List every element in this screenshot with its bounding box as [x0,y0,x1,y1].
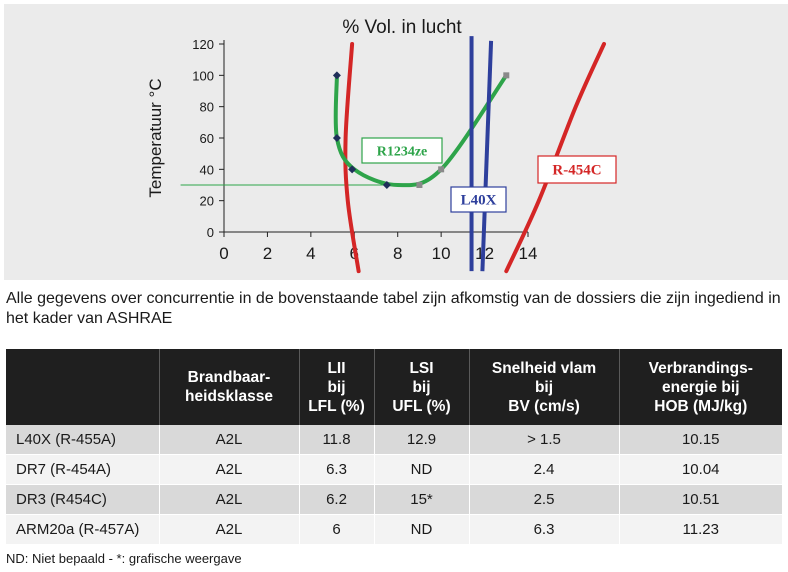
table-row: DR3 (R454C) A2L 6.2 15* 2.5 10.51 [6,484,782,515]
l40x-right-line [480,40,494,272]
table-cell: DR3 (R454C) [6,484,160,515]
y-axis-label: Temperatuur °C [146,78,165,197]
data-marker-square [503,72,510,79]
table-cell: > 1.5 [469,425,620,455]
x-tick-label: 8 [393,244,402,263]
table-cell: 6 [299,514,375,545]
table-cell: 11.8 [299,425,375,455]
table-cell: 6.3 [299,454,375,485]
r1234ze-curve [333,73,509,188]
x-tick-label: 14 [519,244,538,263]
table-cell: ARM20a (R-457A) [6,514,160,545]
table-cell: 2.4 [469,454,620,485]
header-lfl: LII bij LFL (%) [299,349,375,425]
table-cell: A2L [159,514,300,545]
r1234ze-label: R1234ze [377,145,428,160]
y-tick-label: 0 [207,225,214,240]
y-tick-label: 40 [200,162,214,177]
table-row: L40X (R-455A) A2L 11.8 12.9 > 1.5 10.15 [6,425,782,455]
chart-title: % Vol. in lucht [342,17,462,38]
header-refrigerant [6,349,160,425]
table-cell: A2L [159,484,300,515]
r454c-label-box [537,155,617,184]
x-tick-label: 10 [432,244,451,263]
table-cell: 10.04 [619,454,782,485]
data-marker-diamond [332,71,341,80]
table-cell: 15* [374,484,470,515]
chart-panel: % Vol. in lucht Temperatuur °C 0 20 40 60 80 10… [4,4,788,280]
y-tick-label: 120 [192,37,214,52]
source-note: Alle gegevens over concurrentie in de bo… [6,290,781,327]
r454c-left-curve [343,42,361,274]
y-tick-label: 100 [192,68,214,83]
l40x-label-box [450,186,507,213]
footnote: ND: Niet bepaald - *: grafische weergave [6,551,242,566]
table-header-row: Brandbaar-heidsklasse LII bij LFL (%) LSI b… [6,349,782,425]
table-cell: ND [374,514,470,545]
x-tick-label: 4 [306,244,315,263]
table-cell: 2.5 [469,484,620,515]
table-cell: ND [374,454,470,485]
r454c-right-curve [504,42,606,274]
y-tick-label: 80 [200,100,214,115]
l40x-label: L40X [461,193,497,209]
r454c-label: R-454C [552,163,601,179]
x-tick-label: 2 [263,244,272,263]
table-cell: DR7 (R-454A) [6,454,160,485]
r1234ze-label-box [361,137,443,164]
table-cell: 12.9 [374,425,470,455]
data-marker-diamond [332,134,341,142]
table-cell: 11.23 [619,514,782,545]
y-tick-label: 20 [200,194,214,209]
header-burning-velocity: Snelheid vlam bij BV (cm/s) [469,349,620,425]
table-row: ARM20a (R-457A) A2L 6 ND 6.3 11.23 [6,514,782,545]
data-marker-diamond [348,165,357,174]
header-flammability-class: Brandbaar-heidsklasse [159,349,300,425]
x-tick-label: 0 [219,244,228,263]
flammability-table: Brandbaar-heidsklasse LII bij LFL (%) LSI b… [6,349,782,545]
data-marker-square [416,182,423,188]
table-cell: A2L [159,425,300,455]
header-ufl: LSI bij UFL (%) [374,349,470,425]
table-row: DR7 (R-454A) A2L 6.3 ND 2.4 10.04 [6,454,782,485]
table-cell: L40X (R-455A) [6,425,160,455]
y-tick-label: 60 [200,131,214,146]
table-cell: 10.15 [619,425,782,455]
header-heat-of-combustion: Verbrandings-energie bij HOB (MJ/kg) [619,349,782,425]
table-cell: 10.51 [619,484,782,515]
data-marker-diamond [382,181,391,189]
table-cell: 6.2 [299,484,375,515]
table-cell: A2L [159,454,300,485]
table-cell: 6.3 [469,514,620,545]
data-marker-square [438,166,445,173]
